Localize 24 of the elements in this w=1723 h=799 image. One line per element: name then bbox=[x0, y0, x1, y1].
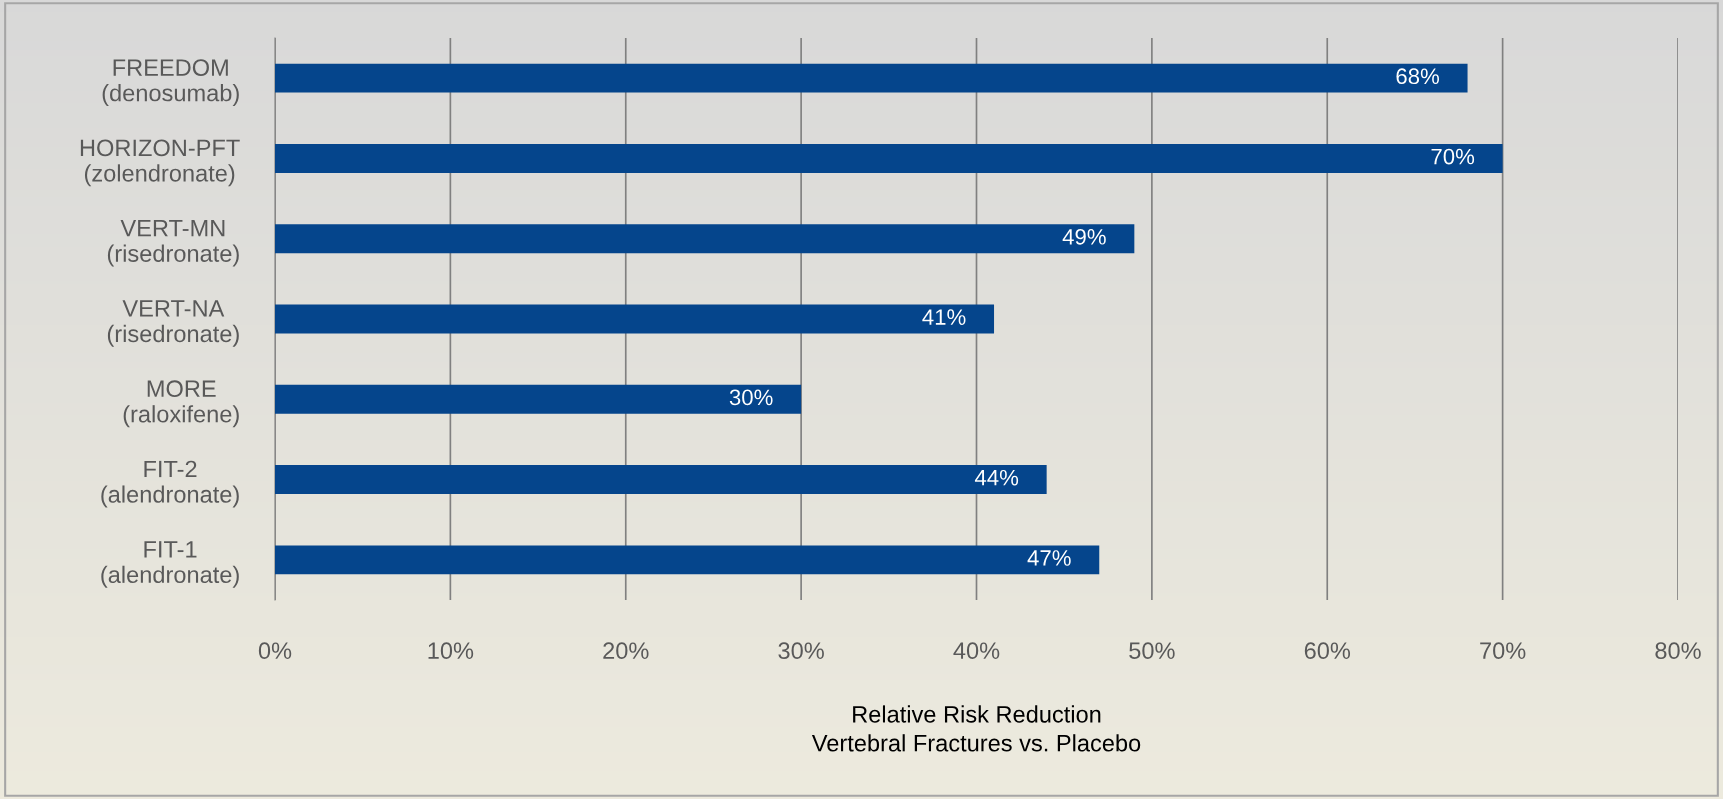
x-tick-label: 80% bbox=[1655, 642, 1701, 660]
x-tick-label: 40% bbox=[953, 642, 1000, 660]
y-tick-label: VERT-MN (risedronate) bbox=[107, 220, 239, 267]
data-label: 49% bbox=[1062, 228, 1106, 245]
x-axis-title: Relative Risk Reduction Vertebral Fractures vs. Placebo bbox=[811, 705, 1141, 752]
data-label: 30% bbox=[729, 389, 773, 406]
data-label: 70% bbox=[1431, 148, 1475, 165]
y-tick-label: MORE (raloxifene) bbox=[123, 380, 239, 428]
x-tick-label: 30% bbox=[778, 642, 824, 660]
y-tick-label: FREEDOM (denosumab) bbox=[102, 59, 239, 107]
data-label: 68% bbox=[1396, 68, 1440, 85]
y-tick-label: FIT-1 (alendronate) bbox=[101, 541, 239, 588]
x-tick-label: 60% bbox=[1304, 642, 1351, 660]
y-tick-label: VERT-NA (risedronate) bbox=[107, 300, 239, 347]
y-tick-label: HORIZON-PFT (zolendronate) bbox=[80, 139, 240, 187]
y-tick-label: FIT-2 (alendronate) bbox=[101, 460, 239, 508]
x-tick-label: 10% bbox=[428, 642, 474, 660]
data-label: 47% bbox=[1027, 550, 1071, 566]
x-tick-label: 50% bbox=[1129, 642, 1175, 660]
data-label: 44% bbox=[974, 469, 1019, 486]
x-tick-label: 70% bbox=[1480, 642, 1526, 660]
x-tick-label: 0% bbox=[258, 642, 292, 660]
x-tick-label: 20% bbox=[603, 642, 649, 660]
data-label: 41% bbox=[922, 309, 966, 325]
